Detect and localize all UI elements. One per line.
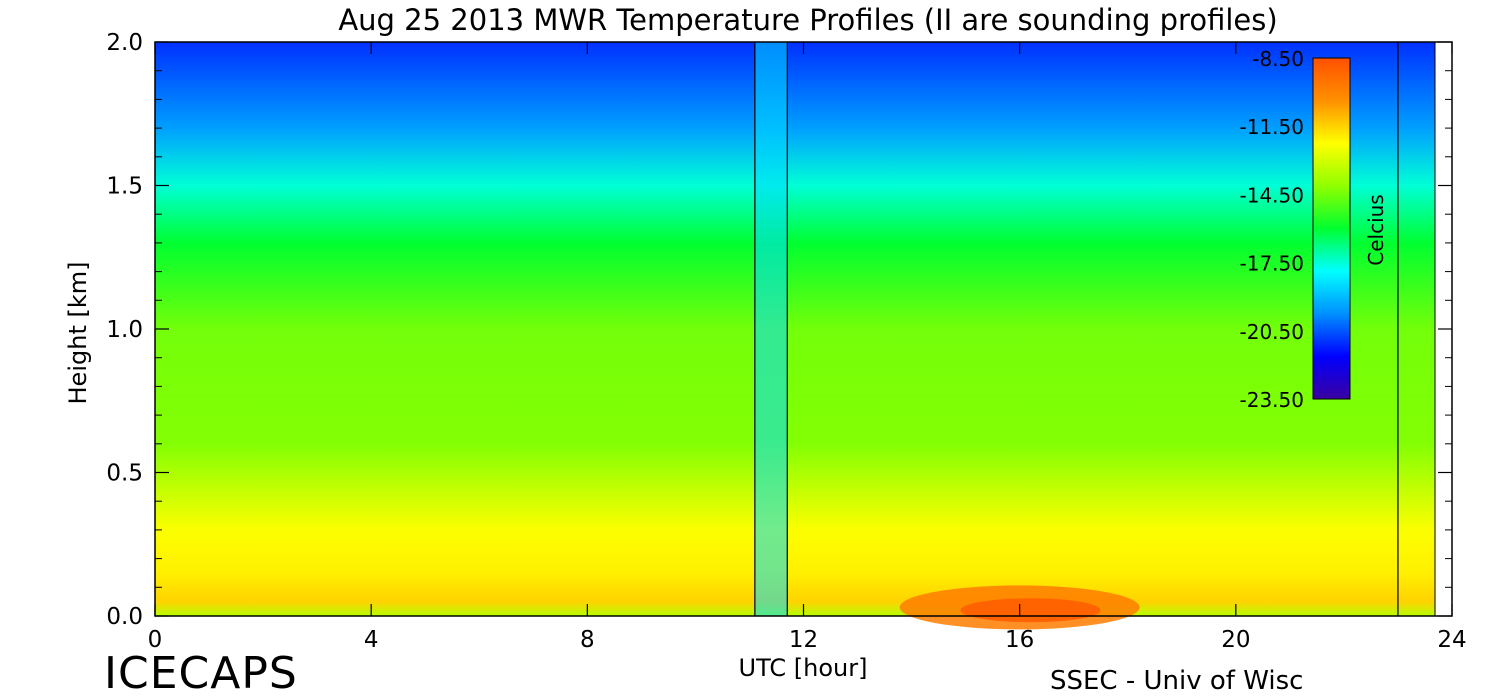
x-axis-label: UTC [hour] xyxy=(739,654,868,682)
x-tick-label: 16 xyxy=(1005,627,1034,653)
colorbar-tick-label: -17.50 xyxy=(1240,252,1304,276)
warm-layer-core xyxy=(960,598,1101,623)
y-tick-label: 1.0 xyxy=(106,317,143,343)
y-axis-label: Height [km] xyxy=(64,262,92,405)
y-tick-label: 2.0 xyxy=(106,30,143,56)
ssec-credit: SSEC - Univ of Wisc xyxy=(1050,666,1304,696)
x-tick-label: 0 xyxy=(148,627,163,653)
sounding-profile-lines xyxy=(754,42,1399,616)
icecaps-brand: ICECAPS xyxy=(104,648,298,699)
x-tick-label: 4 xyxy=(364,627,379,653)
colorbar: -8.50 -11.50 -14.50 -17.50 -20.50 -23.50 Celc… xyxy=(1240,47,1388,412)
colorbar-tick-label: -8.50 xyxy=(1252,47,1304,71)
y-axis: 0.0 0.5 1.0 1.5 2.0 xyxy=(106,30,1452,630)
x-tick-label: 24 xyxy=(1437,627,1466,653)
x-tick-label: 20 xyxy=(1221,627,1250,653)
y-tick-label: 0.0 xyxy=(106,604,143,630)
sounding-gap-band xyxy=(754,42,788,616)
colorbar-tick-label: -23.50 xyxy=(1240,388,1304,412)
colorbar-tick-label: -11.50 xyxy=(1240,115,1304,139)
x-axis: 0 4 8 12 16 20 24 xyxy=(148,42,1467,653)
colorbar-label: Celcius xyxy=(1364,194,1388,265)
colorbar-tick-label: -20.50 xyxy=(1240,320,1304,344)
colorbar-tick-label: -14.50 xyxy=(1240,183,1304,207)
y-tick-label: 0.5 xyxy=(106,461,143,487)
y-tick-label: 1.5 xyxy=(106,174,143,200)
chart-title: Aug 25 2013 MWR Temperature Profiles (II… xyxy=(338,3,1277,37)
colorbar-scale xyxy=(1312,57,1351,400)
temperature-heat-field xyxy=(155,42,1435,616)
x-tick-label: 12 xyxy=(789,627,818,653)
colorbar-ticks: -8.50 -11.50 -14.50 -17.50 -20.50 -23.50 xyxy=(1240,47,1304,412)
x-tick-label: 8 xyxy=(580,627,595,653)
